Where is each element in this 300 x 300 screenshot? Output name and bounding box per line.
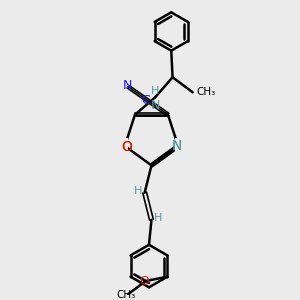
Text: N: N [172, 139, 182, 153]
Text: CH₃: CH₃ [196, 87, 215, 97]
Text: CH₃: CH₃ [117, 290, 136, 300]
Text: C: C [142, 94, 150, 107]
Text: H: H [151, 86, 159, 96]
Text: O: O [139, 274, 149, 287]
Text: N: N [151, 99, 160, 112]
Text: O: O [121, 140, 132, 154]
Text: N: N [172, 139, 182, 153]
Text: H: H [134, 186, 142, 196]
Text: N: N [123, 79, 133, 92]
Text: H: H [154, 213, 162, 223]
Text: O: O [121, 140, 132, 154]
